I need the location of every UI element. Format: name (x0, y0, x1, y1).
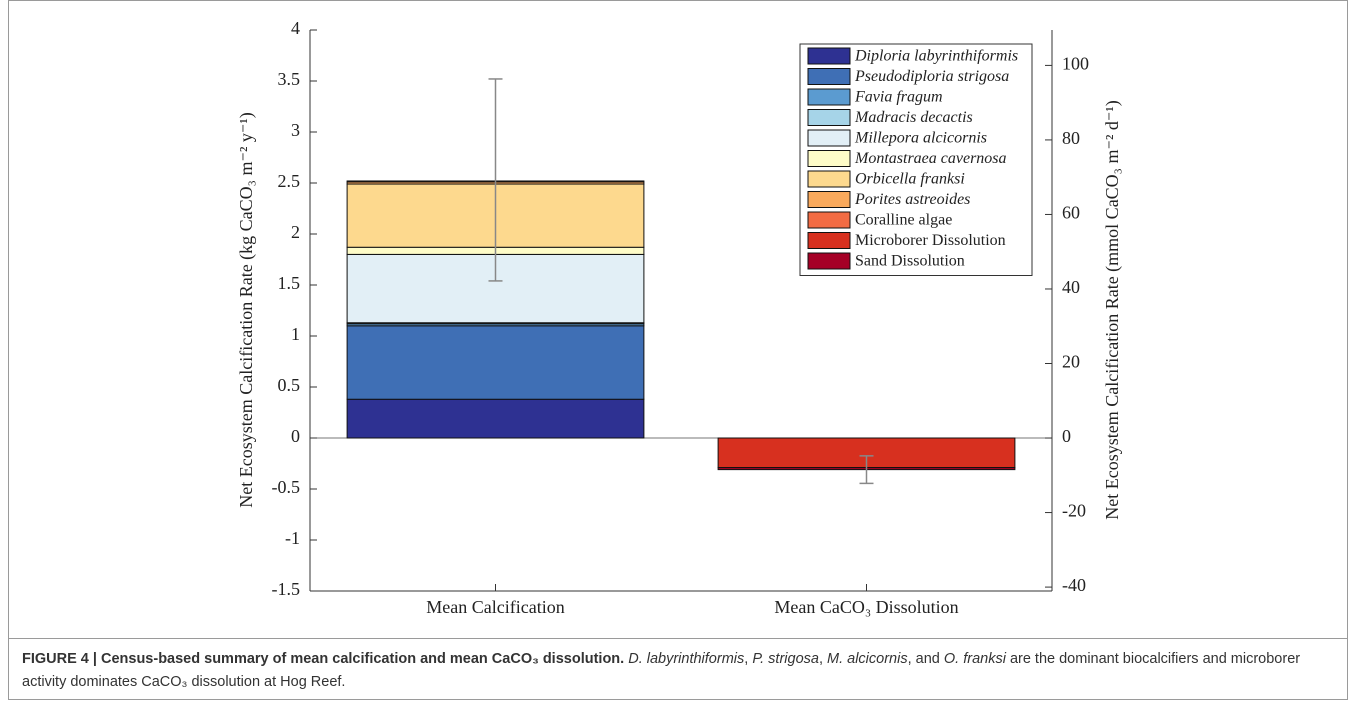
caption-rule (8, 638, 1348, 639)
legend-label: Pseudodiploria strigosa (854, 68, 1009, 85)
bar-segment (346, 398, 645, 439)
x-tick-label: Mean Calcification (426, 597, 564, 617)
y2-tick-label: 0 (1062, 426, 1071, 446)
y-tick-label: 1.5 (278, 273, 301, 293)
chart: Net Ecosystem Calcification Rate (kg CaC… (236, 18, 1123, 617)
legend-swatch (807, 170, 851, 188)
legend-swatch (807, 211, 851, 229)
caption-species: D. labyrinthiformis (624, 651, 745, 667)
caption: FIGURE 4 | Census-based summary of mean … (22, 648, 1332, 694)
legend-swatch (807, 109, 851, 126)
caption-species: O. franksi (943, 651, 1006, 667)
legend-swatch (807, 191, 851, 208)
y2-tick-label: -40 (1062, 575, 1086, 595)
legend-label: Microborer Dissolution (855, 232, 1006, 249)
figure-frame (8, 0, 1348, 700)
y-tick-label: -1.5 (272, 579, 301, 599)
legend-label: Sand Dissolution (855, 253, 965, 270)
legend-label: Porites astreoides (854, 191, 970, 208)
y2-axis-label: Net Ecosystem Calcification Rate (mmol C… (1102, 100, 1123, 519)
caption-text: , and (907, 651, 944, 667)
y2-tick-label: 80 (1062, 128, 1080, 148)
y2-tick-label: 20 (1062, 352, 1080, 372)
y-tick-label: -0.5 (272, 477, 301, 497)
y-tick-label: 3.5 (278, 69, 301, 89)
y2-tick-label: 60 (1062, 203, 1080, 223)
caption-text: are the dominant biocalcifiers and micro… (22, 651, 1301, 690)
legend-label: Millepora alcicornis (854, 130, 987, 147)
legend-label: Favia fragum (854, 89, 943, 106)
legend-swatch (807, 150, 851, 167)
caption-bold: FIGURE 4 | Census-based summary of mean … (22, 651, 625, 667)
y2-tick-label: -20 (1062, 501, 1086, 521)
y2-tick-label: 100 (1062, 54, 1089, 74)
y-tick-label: 0 (291, 426, 300, 446)
x-tick-label: Mean CaCO₃ Dissolution (774, 597, 958, 617)
legend-label: Montastraea cavernosa (854, 150, 1007, 167)
legend-label: Madracis decactis (854, 109, 973, 126)
y-tick-label: 2.5 (278, 171, 301, 191)
legend-swatch (807, 252, 851, 270)
legend-swatch (807, 68, 851, 85)
bar-segment (346, 325, 645, 400)
y-tick-label: 1 (291, 324, 300, 344)
legend-label: Coralline algae (855, 212, 952, 229)
y-axis-label: Net Ecosystem Calcification Rate (kg CaC… (236, 112, 257, 507)
legend-label: Orbicella franksi (855, 171, 965, 188)
caption-species: P. strigosa (752, 651, 819, 667)
y-tick-label: 3 (291, 120, 300, 140)
legend-swatch (807, 129, 851, 147)
caption-text: , (818, 651, 828, 667)
caption-species: M. alcicornis (827, 651, 908, 667)
y-tick-label: 4 (291, 18, 300, 38)
y-tick-label: 2 (291, 222, 300, 242)
y-tick-label: -1 (285, 528, 300, 548)
legend-label: Diploria labyrinthiformis (854, 48, 1018, 65)
y-tick-label: 0.5 (278, 375, 301, 395)
caption-text: , (744, 651, 753, 667)
y2-tick-label: 40 (1062, 277, 1080, 297)
legend-swatch (807, 232, 851, 249)
legend-swatch (807, 88, 851, 106)
legend-swatch (807, 47, 851, 65)
